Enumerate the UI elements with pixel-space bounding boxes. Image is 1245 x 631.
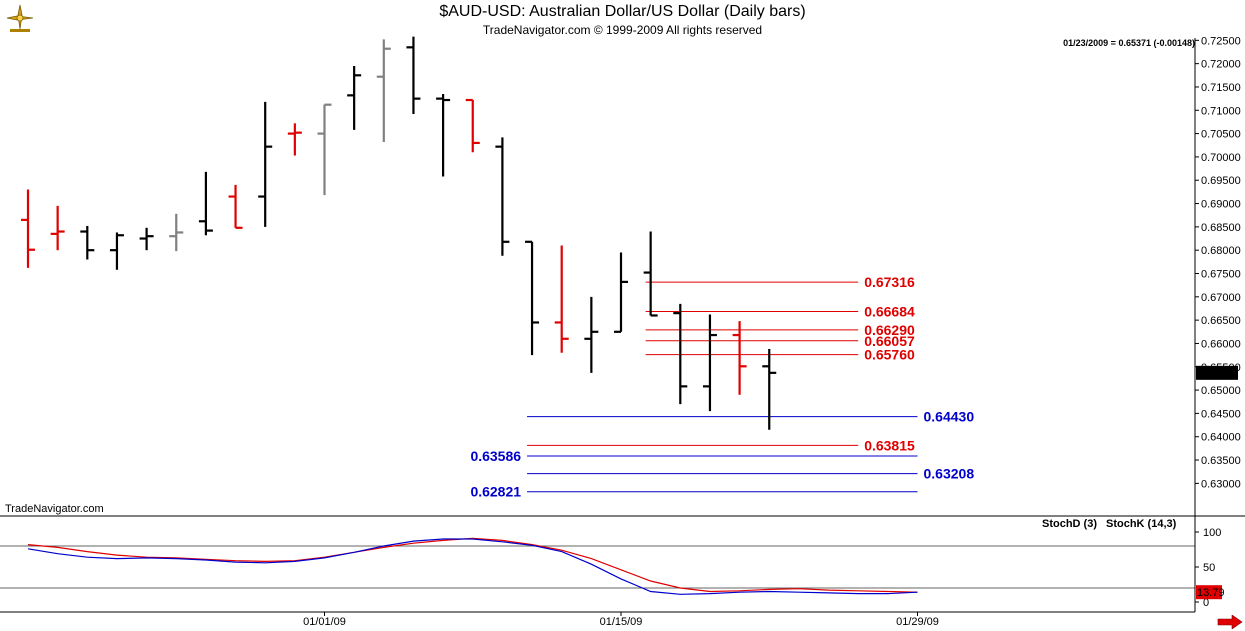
y-tick-label: 0.67000 xyxy=(1201,292,1241,304)
watermark: TradeNavigator.com xyxy=(5,503,104,515)
last-price-label: 0.65371 xyxy=(1198,368,1238,380)
y-tick-label: 0.70000 xyxy=(1201,152,1241,164)
level-label: 0.65760 xyxy=(864,347,915,363)
scroll-right-arrow-icon[interactable] xyxy=(1217,615,1243,629)
level-label: 0.67316 xyxy=(864,274,915,290)
chart-subtitle: TradeNavigator.com © 1999-2009 All right… xyxy=(482,23,763,37)
x-tick-label: 01/29/09 xyxy=(896,616,939,628)
level-label: 0.66684 xyxy=(864,304,915,320)
chart-title: $AUD-USD: Australian Dollar/US Dollar (D… xyxy=(439,3,806,20)
y-tick-label: 0.64000 xyxy=(1201,432,1241,444)
level-label: 0.66290 xyxy=(864,322,915,338)
y-tick-label: 0.71000 xyxy=(1201,105,1241,117)
last-quote: 01/23/2009 = 0.65371 (-0.00148) xyxy=(1063,38,1195,48)
level-label: 0.62821 xyxy=(470,484,521,500)
stoch-last-box xyxy=(1196,585,1222,600)
axes: 0.630000.635000.640000.645000.650000.655… xyxy=(0,35,1245,628)
stoch-last-label: 13.79 xyxy=(1197,587,1225,599)
y-tick-label: 0.66500 xyxy=(1201,315,1241,327)
y-tick-label: 0.71500 xyxy=(1201,82,1241,94)
stoch-y-tick-label: 0 xyxy=(1203,597,1209,609)
legend-stochd: StochD (3) xyxy=(1042,518,1097,530)
y-tick-label: 0.69000 xyxy=(1201,199,1241,211)
stoch-series-line xyxy=(27,538,918,595)
y-tick-label: 0.72000 xyxy=(1201,59,1241,71)
x-tick-label: 01/01/09 xyxy=(303,616,346,628)
y-tick-label: 0.63000 xyxy=(1201,478,1241,490)
stoch-y-tick-label: 100 xyxy=(1203,527,1221,539)
y-tick-label: 0.68000 xyxy=(1201,245,1241,257)
level-label: 0.63815 xyxy=(864,437,915,453)
level-label: 0.63208 xyxy=(924,466,975,482)
y-tick-label: 0.66000 xyxy=(1201,338,1241,350)
y-tick-label: 0.72500 xyxy=(1201,35,1241,47)
y-tick-label: 0.67500 xyxy=(1201,269,1241,281)
x-tick-label: 01/15/09 xyxy=(600,616,643,628)
stoch-y-tick-label: 50 xyxy=(1203,562,1215,574)
last-price-box xyxy=(1196,365,1238,380)
y-tick-label: 0.64500 xyxy=(1201,408,1241,420)
level-label: 0.64430 xyxy=(924,409,975,425)
y-tick-label: 0.68500 xyxy=(1201,222,1241,234)
trade-navigator-logo-icon xyxy=(6,4,34,32)
chart-header: $AUD-USD: Australian Dollar/US Dollar (D… xyxy=(0,0,1245,38)
y-tick-label: 0.70500 xyxy=(1201,129,1241,141)
y-tick-label: 0.65000 xyxy=(1201,385,1241,397)
y-tick-label: 0.63500 xyxy=(1201,455,1241,467)
stochastic-panel: StochD (3) StochK (14,3) xyxy=(0,518,1195,595)
y-tick-label: 0.69500 xyxy=(1201,175,1241,187)
legend-stochk: StochK (14,3) xyxy=(1106,518,1177,530)
level-label: 0.63586 xyxy=(470,448,521,464)
stoch-series-line xyxy=(27,537,918,593)
level-label: 0.66057 xyxy=(864,333,915,349)
